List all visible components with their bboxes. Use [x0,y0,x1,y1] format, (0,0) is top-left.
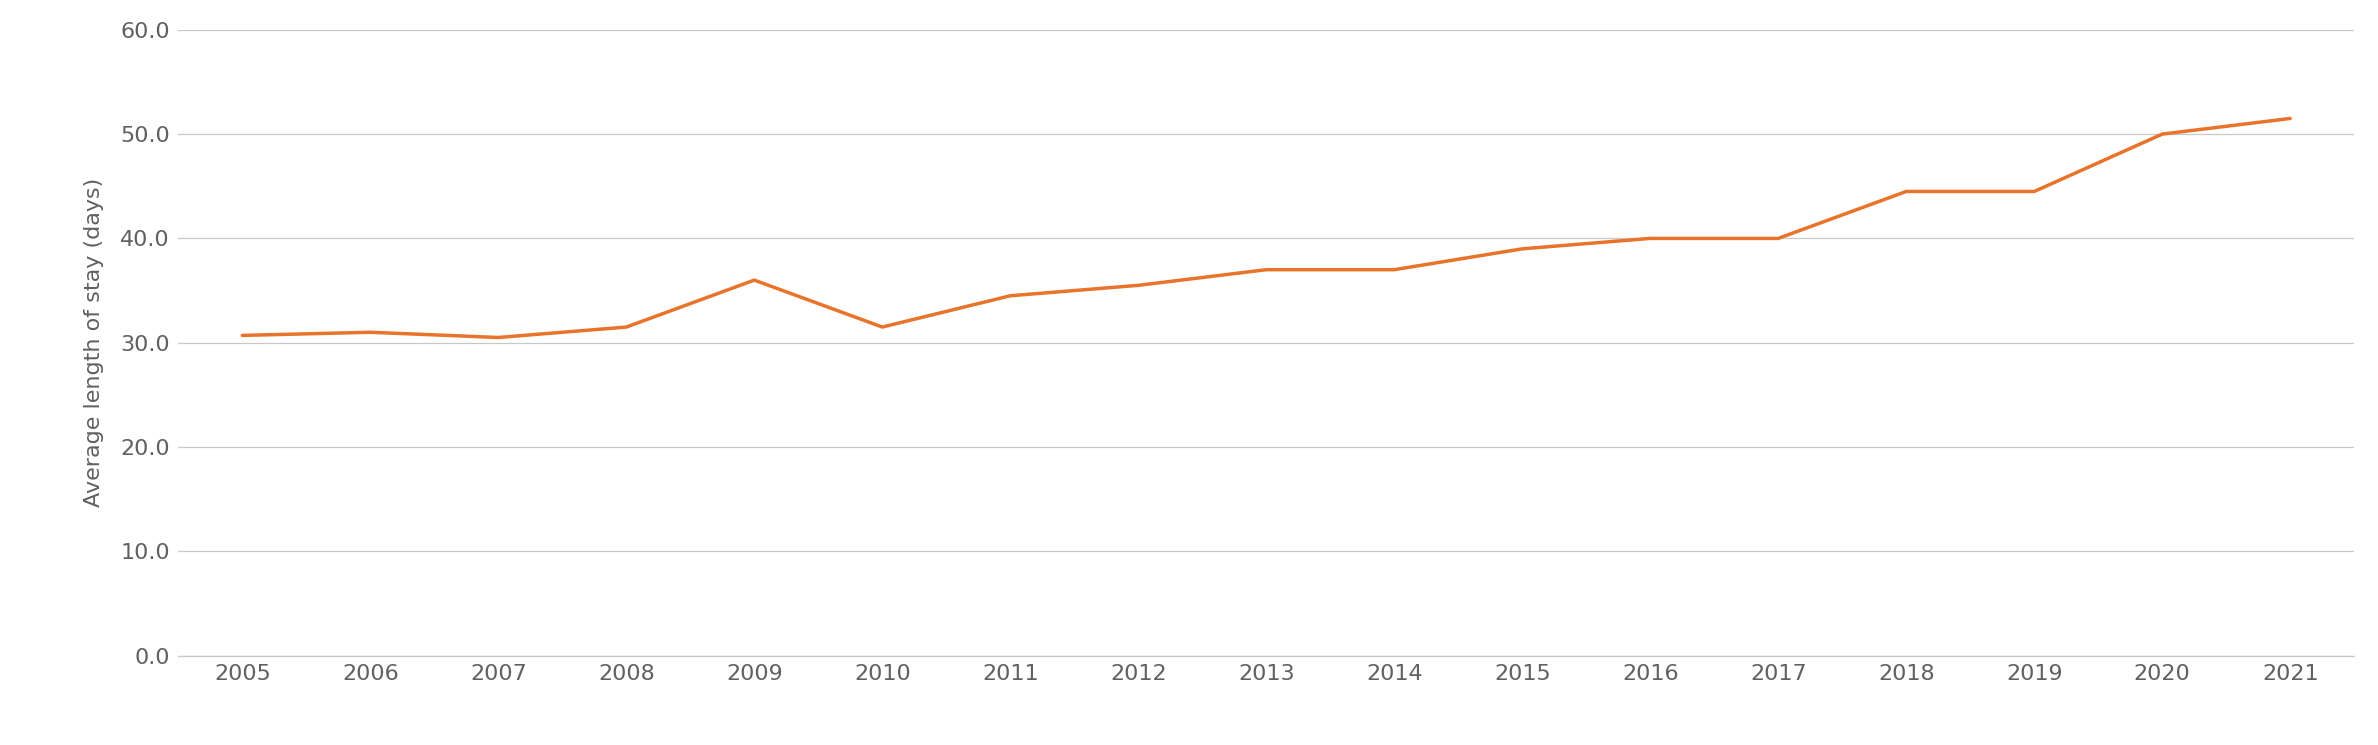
Y-axis label: Average length of stay (days): Average length of stay (days) [83,178,105,507]
